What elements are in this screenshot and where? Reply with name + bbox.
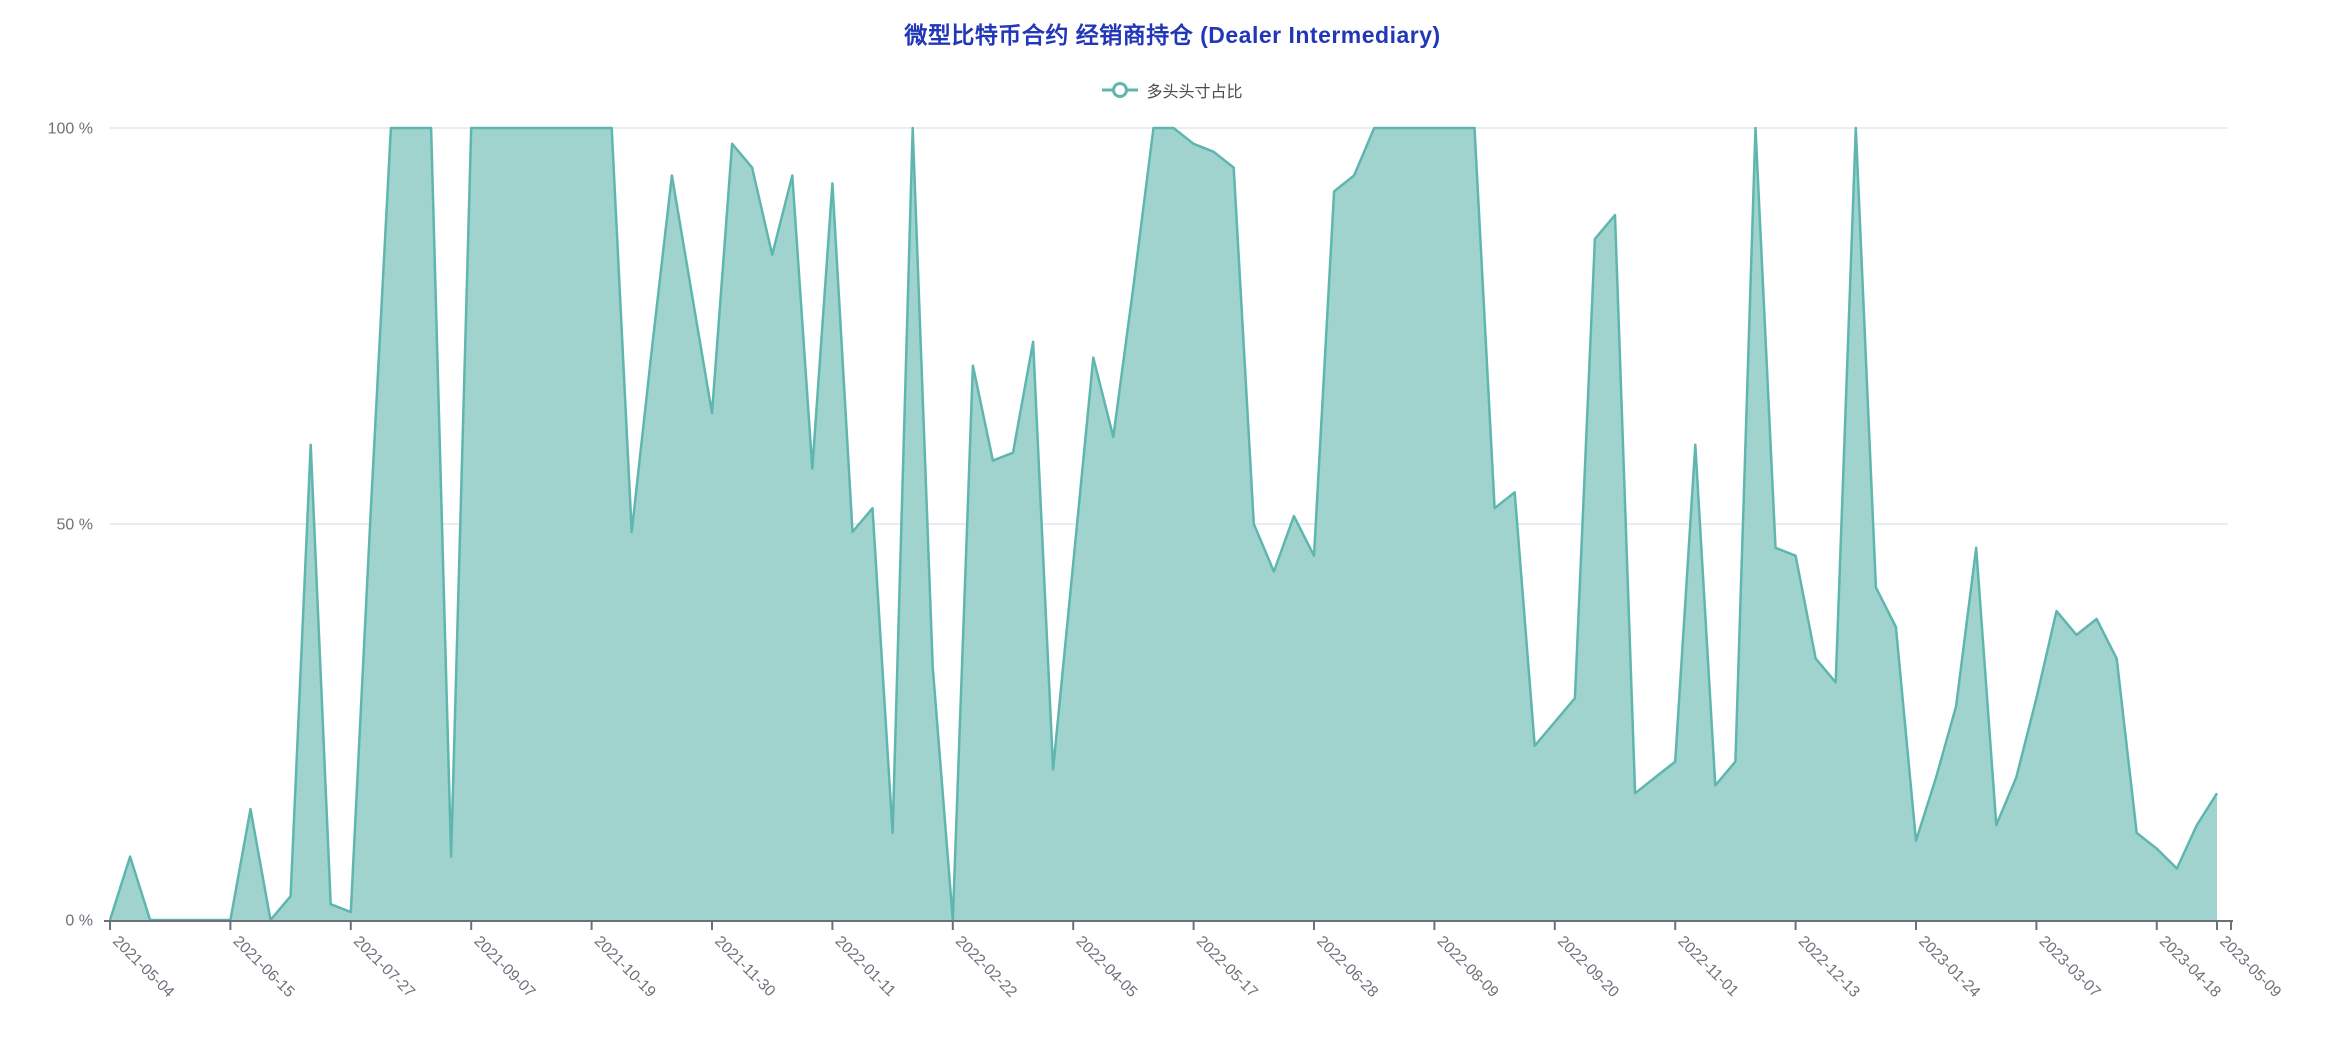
x-axis-label: 2023-05-09 xyxy=(2216,933,2284,1001)
y-axis-label: 50 % xyxy=(57,517,93,534)
x-axis xyxy=(104,920,2233,930)
y-axis-labels: 100 % 50 % 0 % xyxy=(48,121,93,930)
x-axis-labels: 2021-05-04 2021-06-15 2021-07-27 2021-09-07… xyxy=(109,933,2284,1001)
y-axis-label: 100 % xyxy=(48,121,93,138)
x-axis-label: 2022-02-22 xyxy=(952,933,1020,1001)
x-axis-label: 2021-09-07 xyxy=(470,933,538,1001)
x-axis-label: 2022-12-13 xyxy=(1795,933,1863,1001)
x-axis-label: 2022-11-01 xyxy=(1674,933,1741,1000)
series-area-fill[interactable] xyxy=(110,128,2217,920)
legend-line-circle-icon xyxy=(1102,82,1139,98)
series-line[interactable] xyxy=(108,126,2219,922)
x-axis-label: 2021-05-04 xyxy=(109,933,177,1001)
x-axis-label: 2022-06-28 xyxy=(1313,933,1381,1001)
x-axis-label: 2023-03-07 xyxy=(2036,933,2104,1001)
x-axis-label: 2022-08-09 xyxy=(1434,933,1502,1001)
x-axis-label: 2021-11-30 xyxy=(711,933,779,1001)
x-axis-label: 2022-01-11 xyxy=(832,933,899,1000)
x-axis-label: 2022-04-05 xyxy=(1072,933,1140,1001)
chart-title: 微型比特币合约 经销商持仓 (Dealer Intermediary) xyxy=(904,22,1441,48)
legend-item[interactable]: 多头头寸占比 xyxy=(0,78,2345,102)
x-axis-label: 2021-10-19 xyxy=(591,933,659,1001)
x-axis-label: 2023-01-24 xyxy=(1915,933,1983,1001)
x-axis-label: 2022-05-17 xyxy=(1193,933,1261,1001)
x-axis-label: 2022-09-20 xyxy=(1554,933,1622,1001)
legend-label: 多头头寸占比 xyxy=(1146,84,1243,101)
x-axis-label: 2021-06-15 xyxy=(230,933,298,1001)
y-axis-label: 0 % xyxy=(65,913,93,930)
x-axis-label: 2021-07-27 xyxy=(350,933,418,1001)
area-series[interactable] xyxy=(108,126,2219,922)
x-axis-label: 2023-04-18 xyxy=(2156,933,2224,1001)
